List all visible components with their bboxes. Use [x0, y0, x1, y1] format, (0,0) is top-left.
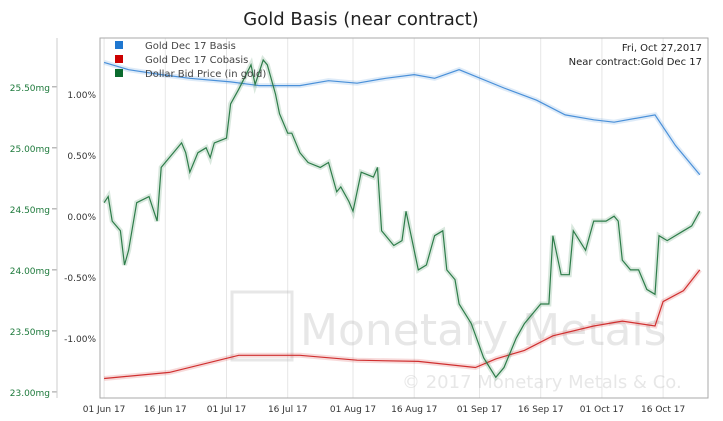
date-label: Fri, Oct 27,2017 — [622, 43, 702, 54]
watermark: Monetary Metals © 2017 Monetary Metals &… — [230, 290, 682, 393]
watermark-logo — [230, 290, 294, 362]
x-tick-label: 16 Aug 17 — [391, 405, 437, 415]
chart-title: Gold Basis (near contract) — [243, 9, 478, 30]
axes: 01 Jun 17 16 Jun 17 01 Jul 17 16 Jul 17 01 A… — [10, 38, 685, 415]
legend-swatch — [115, 41, 123, 49]
copyright-text: © 2017 Monetary Metals & Co. — [402, 372, 682, 393]
left-axis-tick-label: 25.50mg — [10, 84, 50, 94]
x-tick-label: 01 Jul 17 — [207, 405, 247, 415]
left-axis-tick-label: 25.00mg — [10, 145, 50, 155]
left-axis-tick-label: 23.50mg — [10, 328, 50, 338]
x-tick-label: 01 Aug 17 — [330, 405, 376, 415]
plot-frame — [99, 37, 709, 399]
series-line-1 — [104, 269, 701, 380]
pct-axis-tick-label: 0.00% — [67, 213, 96, 223]
pct-axis-tick-label: -0.50% — [64, 274, 96, 284]
x-tick-label: 16 Jul 17 — [268, 405, 308, 415]
pct-axis-tick-label: -1.00% — [64, 335, 96, 345]
gridlines — [103, 38, 664, 398]
left-axis-tick-label: 24.00mg — [10, 267, 50, 277]
legend-swatch — [115, 69, 123, 77]
legend-item-label[interactable]: Dollar Bid Price (in gold) — [145, 69, 266, 80]
x-tick-label: 16 Sep 17 — [518, 405, 564, 415]
pct-axis-tick-label: 0.50% — [67, 152, 96, 162]
left-axis-tick-label: 23.00mg — [10, 389, 50, 399]
x-tick-label: 16 Jun 17 — [144, 405, 187, 415]
watermark-text: Monetary Metals — [300, 305, 667, 356]
x-tick-label: 16 Oct 17 — [641, 405, 685, 415]
pct-axis-tick-label: 1.00% — [67, 91, 96, 101]
series-line-0 — [103, 61, 701, 176]
x-tick-label: 01 Jun 17 — [83, 405, 126, 415]
legend-swatch — [115, 55, 123, 63]
legend-item-label[interactable]: Gold Dec 17 Basis — [145, 41, 236, 52]
series-lines — [102, 55, 702, 382]
x-tick-label: 01 Sep 17 — [457, 405, 503, 415]
contract-label: Near contract:Gold Dec 17 — [569, 57, 702, 68]
legend[interactable]: Gold Dec 17 Basis Gold Dec 17 Cobasis Doll… — [115, 41, 266, 80]
series-line-2 — [103, 58, 701, 379]
legend-item-label[interactable]: Gold Dec 17 Cobasis — [145, 55, 248, 66]
left-axis-tick-label: 24.50mg — [10, 206, 50, 216]
x-tick-label: 01 Oct 17 — [580, 405, 624, 415]
